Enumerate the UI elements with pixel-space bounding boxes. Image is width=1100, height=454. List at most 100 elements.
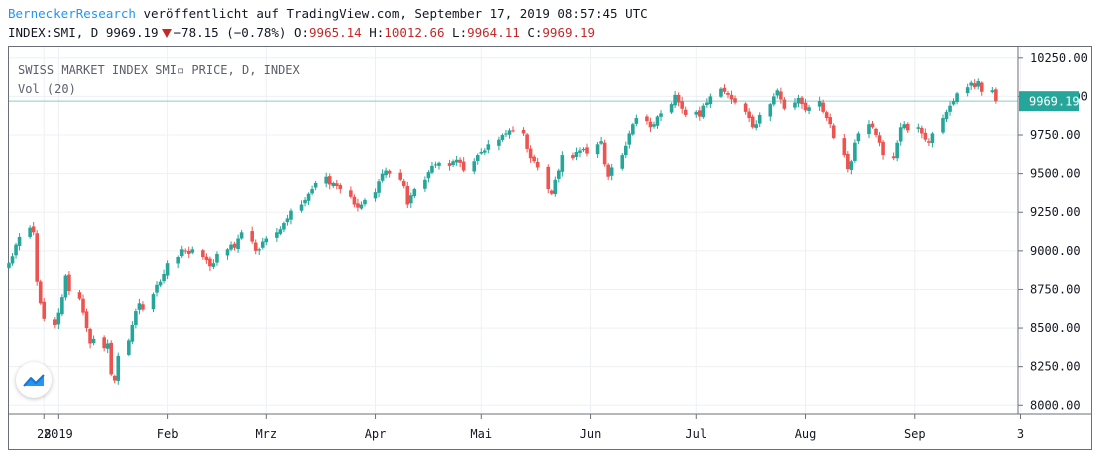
price-change: −78.15 (−0.78%) [173, 25, 287, 40]
candle-body-165 [821, 102, 825, 112]
candle-body-65 [327, 176, 332, 185]
candle-body-30 [155, 284, 159, 293]
y-tick-label-5: 9000.00 [1030, 244, 1081, 258]
candle-85 [426, 170, 431, 183]
candle-body-66 [331, 182, 336, 186]
candle-101 [504, 129, 508, 138]
candle-body-67 [334, 183, 339, 186]
candle-body-35 [179, 249, 184, 257]
open-label: O: [293, 25, 310, 40]
candle-body-0 [7, 263, 11, 268]
candle-152 [754, 120, 758, 131]
candle-21 [109, 340, 114, 377]
candle-126 [627, 130, 632, 149]
candle-107 [532, 154, 536, 164]
candle-108 [535, 157, 540, 171]
candle-7 [38, 279, 43, 305]
candle-123 [609, 163, 614, 181]
y-tick-label-7: 8500.00 [1030, 321, 1081, 335]
candle-body-71 [356, 203, 360, 208]
candle-body-199 [990, 90, 995, 93]
candle-133 [659, 110, 663, 121]
candle-body-32 [162, 274, 166, 282]
candle-95 [475, 153, 480, 165]
candle-body-79 [398, 172, 403, 180]
candle-body-49 [250, 231, 254, 242]
open-value: 9965.14 [309, 25, 362, 40]
tradingview-logo-icon[interactable] [16, 362, 52, 398]
candle-body-46 [232, 243, 237, 248]
candle-body-135 [673, 94, 677, 106]
candle-23 [116, 352, 121, 385]
candle-body-193 [955, 93, 959, 102]
candle-body-153 [757, 114, 762, 124]
chart-frame [8, 46, 1092, 450]
candle-body-194 [965, 87, 970, 94]
candle-body-149 [743, 103, 748, 112]
candle-body-64 [324, 176, 329, 184]
candle-body-50 [253, 242, 258, 251]
candle-89 [447, 159, 452, 171]
candle-112 [557, 168, 561, 183]
candle-body-21 [109, 342, 114, 375]
y-tick-label-0: 10250.00 [1030, 51, 1088, 65]
candle-body-69 [349, 190, 353, 197]
candle-body-58 [289, 210, 293, 220]
candle-body-123 [609, 167, 614, 176]
candle-body-90 [451, 161, 455, 165]
candle-body-9 [53, 319, 57, 325]
candle-body-2 [14, 244, 18, 256]
candle-body-152 [754, 124, 758, 128]
candle-189 [941, 114, 945, 135]
author-link[interactable]: BerneckerResearch [8, 6, 136, 21]
volume-legend[interactable]: Vol (20) [18, 82, 76, 96]
candle-36 [183, 248, 188, 254]
candle-30 [155, 281, 159, 297]
candle-59 [299, 200, 304, 213]
candle-body-137 [680, 101, 684, 109]
candle-body-77 [384, 170, 388, 176]
candle-body-93 [461, 161, 466, 171]
candle-58 [289, 208, 293, 225]
candle-body-27 [137, 303, 142, 310]
candle-body-131 [652, 124, 656, 127]
candle-body-12 [63, 275, 68, 298]
candle-body-122 [606, 164, 610, 177]
candle-193 [955, 91, 959, 105]
candle-69 [349, 186, 353, 199]
candle-10 [56, 308, 61, 329]
candle-43 [215, 251, 219, 266]
candle-186 [923, 128, 928, 142]
candle-body-55 [278, 229, 283, 234]
candle-44 [225, 248, 230, 260]
candle-17 [88, 327, 92, 349]
x-tick-label-2: Feb [157, 427, 179, 441]
candle-body-72 [359, 204, 364, 209]
close-label: C: [527, 25, 543, 40]
candle-body-3 [17, 236, 22, 246]
candle-29 [151, 292, 156, 313]
candle-body-56 [282, 223, 286, 230]
candle-145 [722, 84, 727, 95]
candle-body-87 [433, 164, 438, 166]
candle-body-53 [264, 238, 269, 243]
candle-body-47 [236, 238, 240, 249]
y-tick-label-8: 8250.00 [1030, 360, 1081, 374]
symbol-label: INDEX:SMI, D [8, 25, 99, 40]
candle-121 [602, 139, 607, 167]
candle-1 [10, 253, 15, 266]
candle-155 [772, 93, 776, 107]
candle-body-63 [313, 182, 318, 188]
candle-150 [747, 108, 751, 123]
candle-169 [842, 133, 847, 158]
candle-98 [486, 139, 491, 154]
candle-body-36 [183, 250, 188, 252]
candle-body-62 [310, 189, 314, 194]
candle-132 [655, 115, 660, 129]
candle-body-127 [631, 124, 635, 135]
candle-body-16 [84, 311, 89, 329]
candle-body-140 [697, 110, 702, 117]
candle-body-136 [676, 94, 681, 103]
